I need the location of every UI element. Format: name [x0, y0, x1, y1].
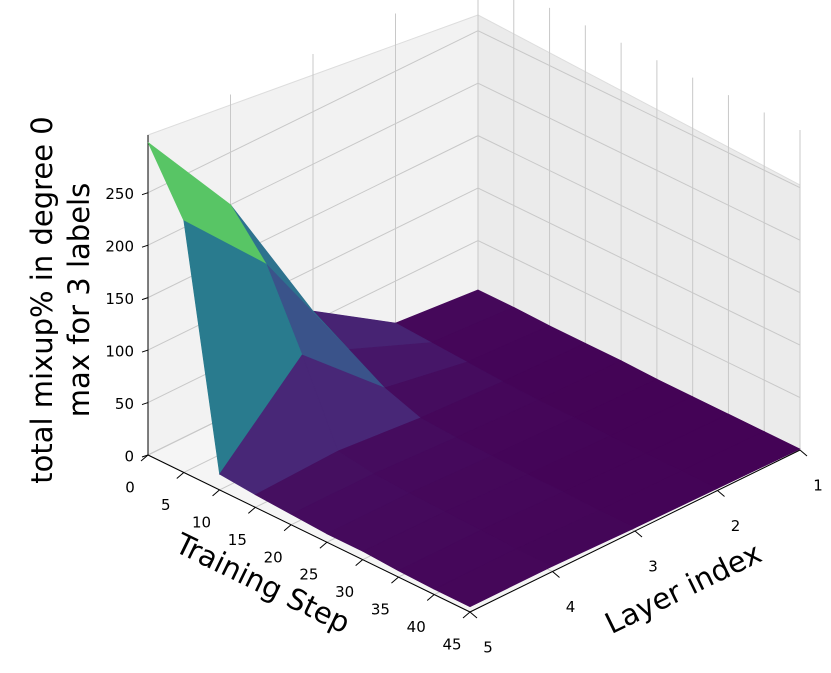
- z-grid-line: [477, 135, 801, 294]
- y-tick-label: 4: [566, 598, 576, 616]
- x-tick: [355, 559, 363, 567]
- z-tick-label: 200: [105, 238, 134, 256]
- x-tick-label: 30: [335, 583, 354, 601]
- y-tick: [717, 490, 725, 497]
- z-axis-label: total mixup% in degree 0: [25, 116, 59, 484]
- z-grid-line: [477, 82, 801, 241]
- x-tick-label: 25: [299, 566, 318, 584]
- z-tick: [141, 192, 149, 196]
- x-tick: [319, 541, 328, 549]
- x-tick: [462, 611, 471, 619]
- x-tick-label: 0: [125, 479, 135, 497]
- z-grid-line: [477, 30, 801, 189]
- x-tick: [248, 506, 256, 514]
- y-axis-label: Layer index: [600, 536, 767, 641]
- y-tick-label: 2: [731, 517, 741, 535]
- x-tick-label: 40: [407, 618, 426, 636]
- y-tick-label: 1: [813, 477, 823, 495]
- x-tick: [391, 576, 399, 584]
- y-tick-label: 5: [483, 639, 493, 657]
- z-grid-line: [477, 240, 801, 398]
- z-tick-label: 150: [105, 290, 134, 308]
- x-tick-label: 35: [371, 601, 390, 619]
- z-tick: [141, 297, 149, 301]
- z-tick-label: 100: [105, 343, 134, 361]
- y-tick: [469, 611, 478, 619]
- x-tick: [140, 454, 149, 462]
- x-tick-label: 20: [264, 548, 283, 566]
- z-grid-line: [477, 187, 801, 346]
- x-tick: [176, 472, 185, 479]
- y-tick: [552, 571, 560, 578]
- x-tick-label: 15: [228, 531, 247, 549]
- x-tick: [212, 489, 220, 497]
- x-axis-line: [147, 454, 471, 613]
- x-tick: [283, 524, 292, 532]
- x-tick-label: 5: [161, 496, 171, 514]
- y-tick: [634, 530, 643, 538]
- x-tick-label: 45: [442, 636, 461, 654]
- y-tick-label: 3: [648, 558, 658, 576]
- z-tick-label: 50: [115, 395, 134, 413]
- z-tick-label: 250: [105, 185, 134, 203]
- y-tick: [799, 449, 808, 457]
- z-tick: [141, 349, 149, 353]
- x-tick-label: 10: [192, 513, 211, 531]
- z-tick: [141, 402, 149, 406]
- z-axis-label: max for 3 labels: [62, 183, 96, 417]
- z-tick: [141, 244, 149, 248]
- surface-patch: [433, 548, 554, 608]
- z-tick-label: 0: [124, 448, 134, 466]
- x-tick: [426, 594, 435, 601]
